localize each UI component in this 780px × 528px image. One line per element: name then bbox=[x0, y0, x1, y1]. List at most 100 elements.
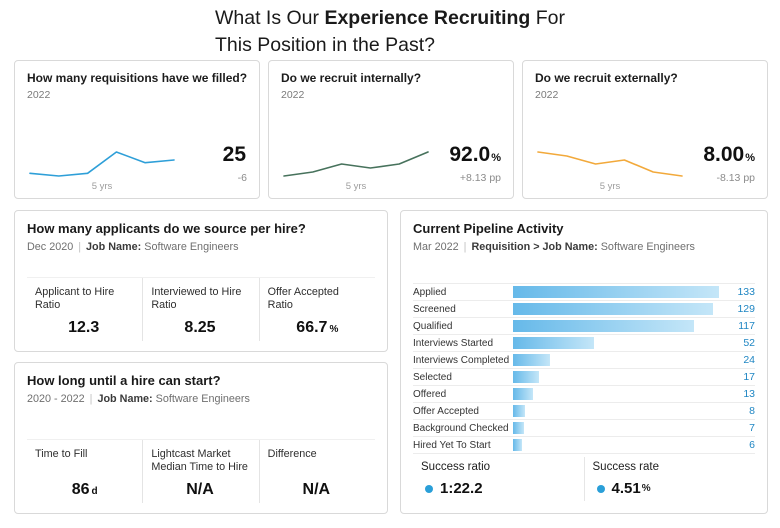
kpi-period: 2022 bbox=[281, 89, 305, 101]
filter-value: Software Engineers bbox=[155, 393, 250, 405]
metric-value: N/A bbox=[268, 481, 367, 499]
success-rate-stat: Success rate 4.51 % bbox=[583, 457, 756, 501]
funnel-bar[interactable] bbox=[513, 422, 524, 434]
metric-label: Applicant to Hire Ratio bbox=[35, 286, 115, 311]
funnel-bar-area bbox=[513, 354, 719, 366]
funnel-row: Selected 17 bbox=[413, 369, 755, 386]
funnel-row: Interviews Completed 24 bbox=[413, 352, 755, 369]
stat-value-row: 1:22.2 bbox=[421, 480, 576, 497]
kpi-delta: -6 bbox=[237, 172, 247, 184]
stat-value: 1:22.2 bbox=[440, 480, 483, 497]
metric-value-number: 86 bbox=[71, 481, 90, 498]
kpi-question: How many requisitions have we filled? bbox=[27, 71, 248, 85]
funnel-bar-area bbox=[513, 388, 719, 400]
card-title: How many applicants do we source per hir… bbox=[27, 221, 306, 236]
funnel-value: 6 bbox=[749, 439, 755, 451]
funnel-bar[interactable] bbox=[513, 320, 695, 332]
filter-period: 2020 - 2022 bbox=[27, 393, 85, 405]
funnel-bar[interactable] bbox=[513, 303, 713, 315]
funnel-bar-area bbox=[513, 405, 719, 417]
external-recruiting-sparkline-chart[interactable] bbox=[535, 149, 685, 179]
funnel-row: Screened 129 bbox=[413, 301, 755, 318]
funnel-bar[interactable] bbox=[513, 439, 523, 451]
kpi-value-unit: % bbox=[491, 152, 501, 164]
kpi-card-recruit-externally: Do we recruit externally? 2022 5 yrs 8.0… bbox=[522, 60, 768, 199]
metrics-row: Applicant to Hire Ratio 12.3 Interviewed… bbox=[27, 277, 375, 341]
metric-market-median-time-to-hire: Lightcast Market Median Time to Hire N/A bbox=[142, 440, 258, 503]
funnel-bar-area bbox=[513, 286, 719, 298]
title-prefix: What Is Our bbox=[214, 7, 325, 29]
funnel-row: Hired Yet To Start 6 bbox=[413, 437, 755, 454]
stat-value-row: 4.51 % bbox=[593, 480, 748, 497]
kpi-question: Do we recruit internally? bbox=[281, 71, 422, 85]
funnel-bar-area bbox=[513, 320, 719, 332]
metric-applicant-to-hire-ratio: Applicant to Hire Ratio 12.3 bbox=[27, 278, 142, 341]
metric-difference: Difference N/A bbox=[258, 440, 375, 503]
title-emphasis: Experience Recruiting bbox=[324, 7, 531, 29]
funnel-stage-label: Screened bbox=[413, 303, 456, 315]
time-to-start-card: How long until a hire can start? 2020 - … bbox=[14, 362, 388, 514]
kpi-question: Do we recruit externally? bbox=[535, 71, 678, 85]
funnel-bar-area bbox=[513, 337, 719, 349]
kpi-value: 92.0% bbox=[449, 144, 501, 169]
stat-label: Success ratio bbox=[421, 461, 491, 473]
kpi-value-number: 92.0 bbox=[449, 143, 491, 166]
metric-value-number: 8.25 bbox=[184, 319, 216, 336]
kpi-value-number: 8.00 bbox=[703, 143, 745, 166]
card-filters: Mar 2022 | Requisition > Job Name: Software… bbox=[413, 241, 755, 253]
funnel-bar[interactable] bbox=[513, 388, 534, 400]
funnel-stage-label: Applied bbox=[413, 286, 447, 298]
stat-label: Success rate bbox=[592, 461, 659, 473]
metric-value-unit: % bbox=[329, 324, 339, 335]
success-ratio-stat: Success ratio 1:22.2 bbox=[413, 457, 584, 501]
funnel-stage-label: Background Checked bbox=[413, 422, 509, 434]
stat-value: 4.51 bbox=[611, 480, 641, 497]
kpi-value-unit: % bbox=[745, 152, 755, 164]
pipeline-funnel-chart: Applied 133 Screened 129 Qualified 117 Intervi… bbox=[413, 283, 755, 454]
kpi-period: 2022 bbox=[27, 89, 51, 101]
funnel-bar[interactable] bbox=[513, 371, 540, 383]
metric-value: 66.7% bbox=[268, 319, 367, 337]
metric-value-number: 12.3 bbox=[68, 319, 100, 336]
funnel-bar-area bbox=[513, 303, 719, 315]
metric-label: Lightcast Market Median Time to Hire bbox=[151, 448, 248, 473]
metric-value: 8.25 bbox=[151, 319, 250, 337]
sparkline-container: 5 yrs bbox=[281, 149, 431, 192]
funnel-value: 7 bbox=[749, 422, 755, 434]
kpi-value-number: 25 bbox=[222, 143, 246, 166]
sparkline-range-label: 5 yrs bbox=[599, 181, 621, 192]
filter-separator: | bbox=[89, 393, 93, 405]
page-title: What Is Our Experience Recruiting For Th… bbox=[0, 5, 780, 59]
funnel-bar[interactable] bbox=[513, 286, 719, 298]
bullet-dot-icon bbox=[425, 484, 433, 493]
funnel-row: Offered 13 bbox=[413, 386, 755, 403]
kpi-delta: +8.13 pp bbox=[459, 172, 501, 184]
pipeline-activity-card: Current Pipeline Activity Mar 2022 | Requi… bbox=[400, 210, 768, 514]
funnel-stage-label: Interviews Completed bbox=[413, 354, 510, 366]
filter-value: Software Engineers bbox=[600, 241, 695, 253]
metric-value: 86 d bbox=[35, 481, 134, 499]
filter-separator: | bbox=[463, 241, 467, 253]
funnel-row: Background Checked 7 bbox=[413, 420, 755, 437]
filter-period: Mar 2022 bbox=[413, 241, 459, 253]
metrics-row: Time to Fill 86 d Lightcast Market Median… bbox=[27, 439, 375, 503]
funnel-value: 52 bbox=[743, 337, 755, 349]
kpi-value: 25 bbox=[223, 144, 247, 169]
funnel-bar[interactable] bbox=[513, 354, 551, 366]
card-title: Current Pipeline Activity bbox=[413, 221, 564, 236]
funnel-bar[interactable] bbox=[513, 405, 526, 417]
funnel-value: 117 bbox=[738, 320, 755, 332]
funnel-stage-label: Offered bbox=[413, 388, 447, 400]
funnel-value: 129 bbox=[737, 303, 755, 315]
applicants-per-hire-card: How many applicants do we source per hir… bbox=[14, 210, 388, 352]
funnel-bar-area bbox=[513, 371, 719, 383]
funnel-stage-label: Offer Accepted bbox=[413, 405, 479, 417]
funnel-bar[interactable] bbox=[513, 337, 594, 349]
filter-value: Software Engineers bbox=[144, 241, 239, 253]
requisitions-sparkline-chart[interactable] bbox=[27, 149, 177, 179]
funnel-stage-label: Selected bbox=[413, 371, 452, 383]
internal-recruiting-sparkline-chart[interactable] bbox=[281, 149, 431, 179]
filter-period: Dec 2020 bbox=[27, 241, 74, 253]
filter-label: Requisition > Job Name: bbox=[471, 241, 598, 253]
